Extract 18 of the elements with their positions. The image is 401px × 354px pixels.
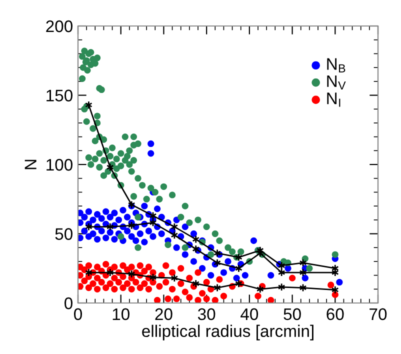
x-tick-label: 70 [370,308,387,320]
y-tick-label: 200 [46,20,72,32]
legend-label: N$_{B}$ [327,58,346,72]
x-tick-label: 0 [74,308,82,320]
x-tick-label: 20 [155,308,172,320]
y-tick-label: 50 [55,228,72,240]
y-axis-title: N [24,160,36,170]
y-tick-label: 150 [46,90,72,102]
x-axis-title: elliptical radius [arcmin] [142,324,314,340]
legend-label: N$_{I}$ [327,92,340,107]
y-tick-label: 0 [64,297,72,310]
x-tick-label: 60 [326,308,344,320]
x-tick-label: 30 [198,308,216,320]
legend-label: N$_{V}$ [327,75,346,90]
x-tick-label: 40 [240,308,258,320]
x-tick-label: 10 [112,308,130,320]
y-tick-label: 100 [46,158,72,171]
x-tick-label: 50 [284,308,301,320]
